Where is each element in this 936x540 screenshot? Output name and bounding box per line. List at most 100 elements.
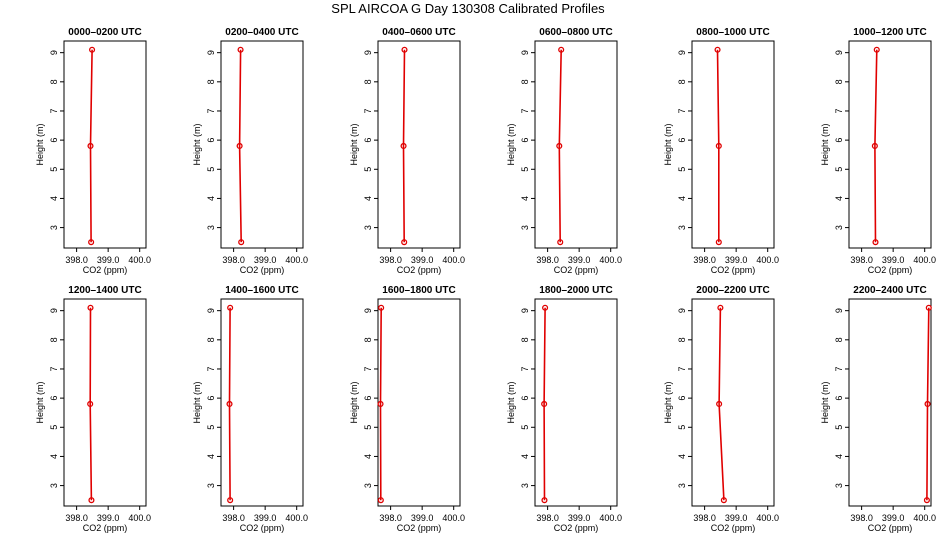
data-point: [716, 400, 723, 408]
profile-line: [402, 49, 406, 243]
x-tick-label: 398.0: [379, 513, 402, 523]
profile-line: [716, 49, 720, 243]
y-tick-label: 4: [834, 454, 844, 459]
panel-title: 0200–0400 UTC: [225, 27, 298, 38]
y-tick-label: 5: [834, 425, 844, 430]
plot-frame: [691, 40, 775, 249]
y-axis-label: Height (m): [192, 123, 202, 165]
y-tick-label: 3: [206, 483, 216, 488]
data-point: [378, 304, 385, 311]
x-axis-label: CO2 (ppm): [554, 523, 599, 533]
data-point: [714, 46, 721, 53]
data-point: [237, 46, 244, 53]
x-axis-label: CO2 (ppm): [397, 523, 442, 533]
plot-frame: [848, 298, 932, 507]
plot-frame: [534, 40, 618, 249]
y-tick-label: 3: [520, 483, 530, 488]
x-tick-label: 400.0: [913, 513, 936, 523]
data-point: [227, 304, 234, 311]
panel-title: 0800–1000 UTC: [696, 27, 769, 38]
plot-frame: [377, 40, 461, 249]
x-tick-label: 400.0: [756, 255, 779, 265]
plot-frame: [220, 40, 304, 249]
data-point: [924, 400, 931, 408]
y-tick-label: 9: [520, 308, 530, 313]
y-tick-label: 4: [834, 196, 844, 201]
y-axis-label: Height (m): [820, 381, 830, 423]
x-tick-label: 400.0: [756, 513, 779, 523]
data-point: [401, 239, 408, 246]
y-tick-label: 9: [206, 50, 216, 55]
y-tick-label: 7: [834, 366, 844, 371]
profile-line: [238, 49, 242, 243]
y-tick-label: 9: [520, 50, 530, 55]
y-axis-label: Height (m): [35, 123, 45, 165]
data-point: [871, 142, 878, 150]
panel-title: 2200–2400 UTC: [853, 285, 926, 296]
y-tick-label: 3: [520, 225, 530, 230]
y-tick-label: 7: [677, 366, 687, 371]
panel-title: 1400–1600 UTC: [225, 285, 298, 296]
y-axis-label: Height (m): [349, 381, 359, 423]
y-tick-label: 9: [206, 308, 216, 313]
x-tick-label: 398.0: [379, 255, 402, 265]
data-point: [227, 497, 234, 504]
plot-frame: [534, 298, 618, 507]
y-tick-label: 4: [363, 196, 373, 201]
data-point: [872, 239, 879, 246]
figure-title: SPL AIRCOA G Day 130308 Calibrated Profi…: [331, 1, 605, 16]
y-tick-label: 3: [677, 483, 687, 488]
y-tick-label: 8: [363, 337, 373, 342]
x-tick-label: 398.0: [850, 513, 873, 523]
x-tick-label: 398.0: [850, 255, 873, 265]
y-tick-label: 8: [677, 337, 687, 342]
data-point: [377, 497, 384, 504]
plot-frame: [220, 298, 304, 507]
panel-title: 1000–1200 UTC: [853, 27, 926, 38]
y-tick-label: 9: [49, 308, 59, 313]
data-point: [88, 239, 95, 246]
panel-title: 0400–0600 UTC: [382, 27, 455, 38]
y-axis-label: Height (m): [192, 381, 202, 423]
data-point: [542, 304, 549, 311]
data-point: [873, 46, 880, 53]
y-axis-label: Height (m): [820, 123, 830, 165]
x-axis-label: CO2 (ppm): [868, 265, 913, 275]
y-tick-label: 6: [834, 138, 844, 143]
panel-title: 1600–1800 UTC: [382, 285, 455, 296]
x-tick-label: 398.0: [536, 255, 559, 265]
y-tick-label: 3: [834, 483, 844, 488]
y-tick-label: 3: [49, 483, 59, 488]
y-tick-label: 8: [206, 337, 216, 342]
y-tick-label: 5: [834, 167, 844, 172]
x-axis-label: CO2 (ppm): [240, 265, 285, 275]
x-axis-label: CO2 (ppm): [83, 265, 128, 275]
y-tick-label: 8: [834, 337, 844, 342]
data-point: [238, 239, 245, 246]
y-tick-label: 6: [677, 396, 687, 401]
y-tick-label: 7: [520, 366, 530, 371]
y-tick-label: 4: [49, 454, 59, 459]
data-point: [400, 142, 407, 150]
x-tick-label: 398.0: [536, 513, 559, 523]
y-tick-label: 8: [363, 79, 373, 84]
y-axis-label: Height (m): [35, 381, 45, 423]
y-tick-label: 8: [520, 337, 530, 342]
x-tick-label: 399.0: [725, 255, 748, 265]
x-tick-label: 400.0: [599, 255, 622, 265]
x-tick-label: 399.0: [882, 255, 905, 265]
data-point: [556, 142, 563, 150]
data-point: [715, 142, 722, 150]
panel-title: 1200–1400 UTC: [68, 285, 141, 296]
data-point: [88, 497, 95, 504]
profile-line: [558, 49, 562, 243]
y-tick-label: 7: [677, 108, 687, 113]
y-tick-label: 7: [363, 366, 373, 371]
y-tick-label: 4: [206, 196, 216, 201]
y-tick-label: 6: [49, 396, 59, 401]
y-tick-label: 3: [834, 225, 844, 230]
